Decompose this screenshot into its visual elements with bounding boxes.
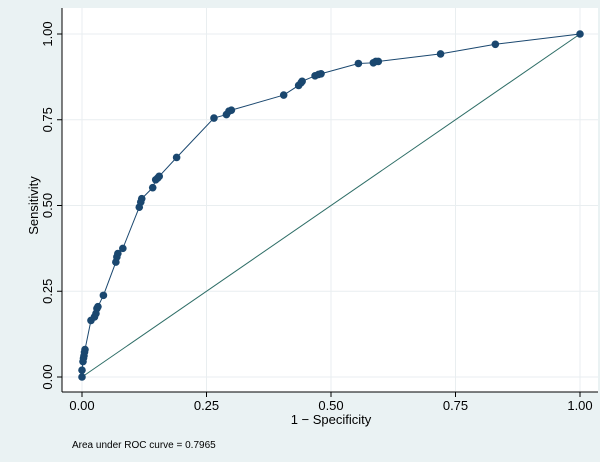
roc-point bbox=[491, 40, 500, 49]
roc-point bbox=[148, 183, 157, 192]
auc-note: Area under ROC curve = 0.7965 bbox=[72, 440, 216, 451]
y-tick-label: 0.50 bbox=[40, 193, 55, 218]
x-tick-label: 0.25 bbox=[194, 398, 219, 413]
roc-point bbox=[94, 302, 102, 311]
roc-point bbox=[81, 345, 89, 354]
y-axis-title: Sensitivity bbox=[26, 176, 41, 235]
roc-curve bbox=[78, 30, 584, 381]
grid bbox=[62, 8, 598, 392]
roc-point bbox=[137, 194, 146, 203]
roc-point bbox=[78, 366, 86, 374]
y-tick-label: 0.25 bbox=[40, 279, 55, 304]
roc-point bbox=[78, 373, 86, 381]
roc-point bbox=[119, 244, 127, 253]
x-axis-title: 1 − Specificity bbox=[291, 412, 372, 427]
reference-line bbox=[81, 33, 581, 378]
roc-point bbox=[576, 30, 584, 38]
roc-point bbox=[374, 57, 383, 66]
y-tick-label: 0.75 bbox=[40, 107, 55, 132]
roc-point bbox=[298, 77, 306, 86]
y-tick-label: 0.00 bbox=[40, 364, 55, 389]
x-tick-label: 0.75 bbox=[443, 398, 468, 413]
x-tick-label: 0.50 bbox=[318, 398, 343, 413]
x-tick-label: 0.00 bbox=[69, 398, 94, 413]
roc-point bbox=[354, 59, 363, 68]
roc-point bbox=[99, 291, 108, 300]
roc-point bbox=[210, 114, 218, 122]
roc-point bbox=[279, 91, 288, 99]
y-tick-label: 1.00 bbox=[40, 21, 55, 46]
roc-point bbox=[227, 106, 236, 114]
axes: 0.00 0.25 0.50 0.75 1.00 0.00 0.25 0.50 0.75 1.00 bbox=[40, 8, 598, 413]
roc-point bbox=[317, 69, 325, 78]
plot-area bbox=[62, 8, 598, 392]
roc-point bbox=[436, 50, 445, 58]
roc-point bbox=[172, 153, 181, 162]
roc-point bbox=[155, 172, 163, 181]
roc-point bbox=[114, 249, 122, 258]
reference-diagonal bbox=[81, 33, 581, 378]
x-tick-label: 1.00 bbox=[567, 398, 592, 413]
